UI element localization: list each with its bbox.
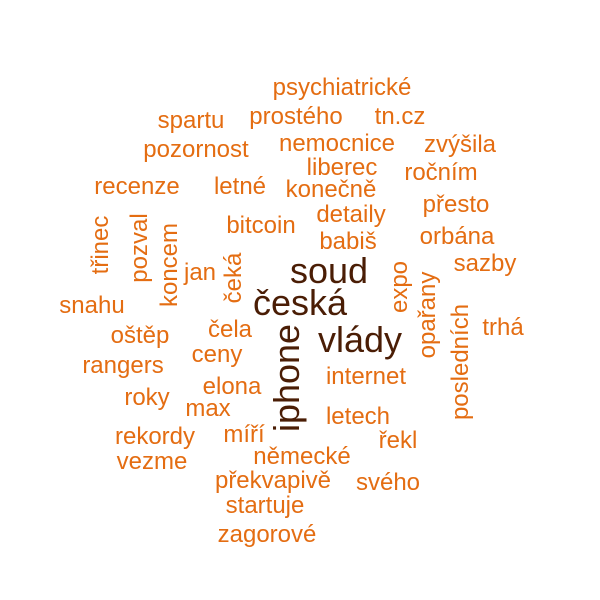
word-40: max xyxy=(185,395,231,422)
word-31: oštěp xyxy=(110,322,170,349)
word-17: koncem xyxy=(156,222,183,308)
word-12: konečně xyxy=(285,176,377,203)
word-44: řekl xyxy=(378,427,418,454)
word-11: letné xyxy=(213,173,267,200)
word-19: orbána xyxy=(419,223,495,250)
word-6: nemocnice xyxy=(278,130,396,157)
word-14: detaily xyxy=(316,201,386,228)
word-28: česká xyxy=(252,282,348,323)
word-35: ceny xyxy=(191,341,243,368)
word-39: roky xyxy=(124,384,170,411)
word-49: startuje xyxy=(225,492,305,519)
word-8: liberec xyxy=(306,154,378,181)
word-15: třinec xyxy=(87,215,114,275)
word-9: ročním xyxy=(404,159,478,186)
word-1: psychiatrické xyxy=(272,74,412,101)
word-46: vezme xyxy=(116,448,188,475)
word-33: vlády xyxy=(317,319,403,360)
word-43: míří xyxy=(223,421,265,448)
word-4: tn.cz xyxy=(374,103,426,130)
word-50: zagorové xyxy=(217,521,317,548)
word-30: trhá xyxy=(482,314,524,341)
word-16: pozval xyxy=(126,213,153,283)
word-29: posledních xyxy=(447,303,474,421)
word-21: soud xyxy=(289,250,369,291)
word-10: recenze xyxy=(94,173,180,200)
word-25: expo xyxy=(386,260,413,314)
word-24: čeká xyxy=(220,252,247,304)
word-23: jan xyxy=(183,259,217,286)
word-34: iphone xyxy=(266,323,307,433)
word-41: letech xyxy=(325,403,391,430)
word-37: internet xyxy=(325,363,407,390)
word-32: čela xyxy=(207,316,253,343)
word-5: pozornost xyxy=(143,136,249,163)
word-36: rangers xyxy=(82,352,164,379)
word-47: překvapivě xyxy=(214,467,332,494)
word-45: německé xyxy=(253,443,351,470)
word-38: elona xyxy=(202,373,262,400)
word-7: zvýšila xyxy=(423,131,497,158)
word-48: svého xyxy=(355,469,421,496)
word-2: spartu xyxy=(157,107,225,134)
word-20: babiš xyxy=(319,228,377,255)
word-42: rekordy xyxy=(114,423,196,450)
word-3: prostého xyxy=(249,103,343,130)
word-22: sazby xyxy=(453,250,517,277)
word-18: bitcoin xyxy=(226,212,296,239)
word-26: opařany xyxy=(414,271,441,359)
word-13: přesto xyxy=(422,191,490,218)
word-27: snahu xyxy=(59,292,125,319)
